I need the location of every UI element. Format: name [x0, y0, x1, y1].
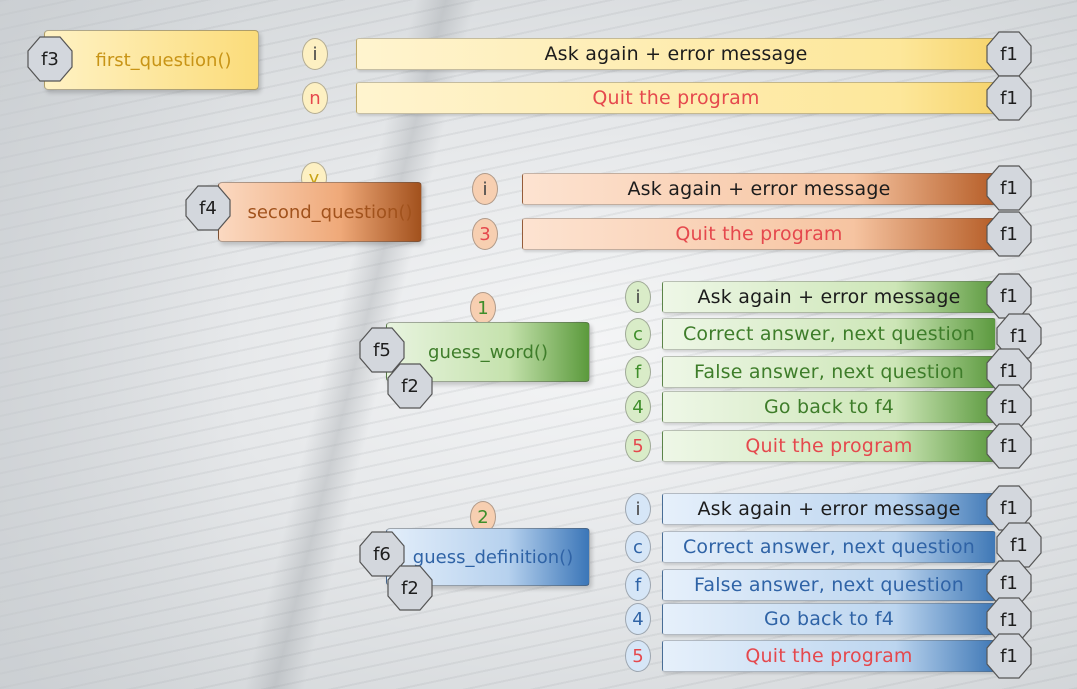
guess-definition-node: guess_definition(): [386, 528, 590, 586]
background-page-shade: [0, 0, 240, 689]
f3-ask-again-bar: Ask again + error message: [356, 38, 996, 70]
f4-tag: f4: [184, 184, 232, 232]
f5-false-bar: False answer, next question: [662, 356, 996, 388]
f5-correct-bar: Correct answer, next question: [662, 318, 996, 350]
key-1-f5: 1: [470, 292, 496, 324]
second-question-label: second_question(): [247, 201, 413, 223]
f6-false-bar: False answer, next question: [662, 569, 996, 601]
key-4-f5: 4: [625, 391, 651, 423]
first-question-label: first_question(): [95, 49, 232, 71]
f4-ask-f1-tag: f1: [985, 164, 1033, 212]
key-4-f6: 4: [625, 603, 651, 635]
f6-ask-again-bar: Ask again + error message: [662, 493, 996, 525]
f6-back-f1-tag: f1: [985, 596, 1033, 644]
f5-correct-f1-tag: f1: [995, 312, 1043, 360]
key-c-f6: c: [625, 531, 651, 563]
f6-f2-tag: f2: [386, 564, 434, 612]
f3-quit-bar: Quit the program: [356, 82, 996, 114]
f4-quit-f1-tag: f1: [985, 210, 1033, 258]
key-i-f3: i: [302, 38, 328, 70]
first-question-node: first_question(): [44, 30, 259, 90]
key-i-f5: i: [625, 281, 651, 313]
f6-tag: f6: [358, 530, 406, 578]
f6-back-bar: Go back to f4: [662, 603, 996, 635]
f6-false-f1-tag: f1: [985, 559, 1033, 607]
f5-f2-tag: f2: [386, 362, 434, 410]
key-3-f4: 3: [472, 218, 498, 250]
f6-quit-bar: Quit the program: [662, 640, 996, 672]
second-question-node: second_question(): [218, 182, 422, 242]
f5-quit-f1-tag: f1: [985, 422, 1033, 470]
f4-ask-again-bar: Ask again + error message: [522, 173, 996, 205]
f3-quit-f1-tag: f1: [985, 74, 1033, 122]
key-f-f5: f: [625, 356, 651, 388]
guess-word-label: guess_word(): [428, 341, 548, 363]
key-c-f5: c: [625, 318, 651, 350]
key-n-f3: n: [302, 82, 328, 114]
f5-tag: f5: [358, 326, 406, 374]
key-f-f6: f: [625, 569, 651, 601]
f5-ask-again-bar: Ask again + error message: [662, 281, 996, 313]
f6-quit-f1-tag: f1: [985, 632, 1033, 680]
f6-ask-f1-tag: f1: [985, 484, 1033, 532]
f3-tag: f3: [26, 35, 74, 83]
f5-quit-bar: Quit the program: [662, 430, 996, 462]
f6-correct-bar: Correct answer, next question: [662, 531, 996, 563]
f6-correct-f1-tag: f1: [995, 521, 1043, 569]
f5-back-bar: Go back to f4: [662, 391, 996, 423]
key-i-f6: i: [625, 493, 651, 525]
f3-ask-f1-tag: f1: [985, 30, 1033, 78]
key-5-f6: 5: [625, 640, 651, 672]
guess-definition-label: guess_definition(): [412, 546, 574, 568]
key-i-f4: i: [472, 173, 498, 205]
f4-quit-bar: Quit the program: [522, 218, 996, 250]
f5-back-f1-tag: f1: [985, 383, 1033, 431]
key-5-f5: 5: [625, 430, 651, 462]
